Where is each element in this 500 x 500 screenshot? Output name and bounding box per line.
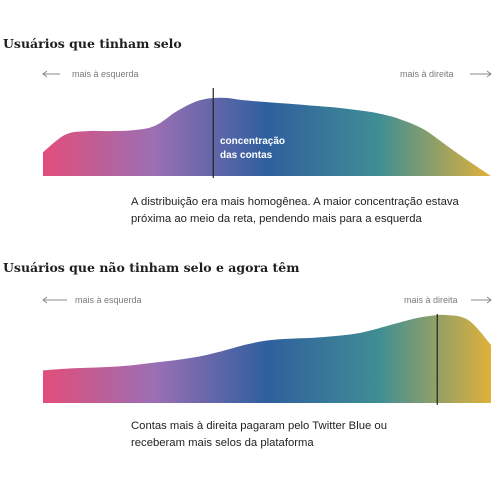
right-direction-label: mais à direita: [404, 295, 458, 305]
distribution-chart: [42, 70, 492, 178]
chart-caption: A distribuição era mais homogênea. A mai…: [131, 196, 459, 225]
left-arrow-icon: [42, 70, 60, 78]
distribution-area: [43, 314, 491, 403]
right-arrow-icon: [470, 70, 492, 78]
chart-title: Usuários que tinham selo: [3, 36, 182, 51]
chart-caption: Contas mais à direita pagaram pelo Twitt…: [131, 420, 387, 449]
peak-annotation-line-1: concentração: [220, 136, 286, 147]
right-direction-label: mais à direita: [400, 69, 454, 79]
peak-annotation-line-2: das contas: [220, 150, 273, 161]
chart-panel-2: Usuários que não tinham selo e agora têm…: [0, 250, 500, 500]
distribution-chart: [42, 296, 492, 405]
right-arrow-icon: [471, 296, 492, 304]
chart-panel-1: Usuários que tinham selo mais à esquerda…: [3, 36, 492, 225]
chart-title: Usuários que não tinham selo e agora têm: [3, 260, 300, 275]
peak-annotation: concentração das contas: [220, 135, 285, 163]
left-arrow-icon: [42, 296, 67, 304]
left-direction-label: mais à esquerda: [72, 69, 139, 79]
left-direction-label: mais à esquerda: [75, 295, 142, 305]
distribution-area: [43, 97, 491, 176]
